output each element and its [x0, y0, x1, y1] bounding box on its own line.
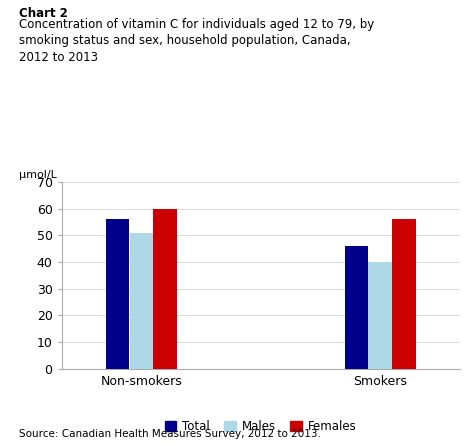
Text: Chart 2: Chart 2 [19, 7, 68, 20]
Bar [129, 233, 153, 369]
Text: Source: Canadian Health Measures Survey, 2012 to 2013.: Source: Canadian Health Measures Survey,… [19, 428, 321, 439]
Bar [368, 262, 392, 369]
Bar [106, 219, 129, 369]
Legend: Total, Males, Females: Total, Males, Females [160, 416, 362, 438]
Text: Concentration of vitamin C for individuals aged 12 to 79, by
smoking status and : Concentration of vitamin C for individua… [19, 18, 374, 64]
Bar [392, 219, 416, 369]
Text: μmol/L: μmol/L [19, 170, 57, 180]
Bar [345, 246, 368, 369]
Bar [154, 209, 177, 369]
